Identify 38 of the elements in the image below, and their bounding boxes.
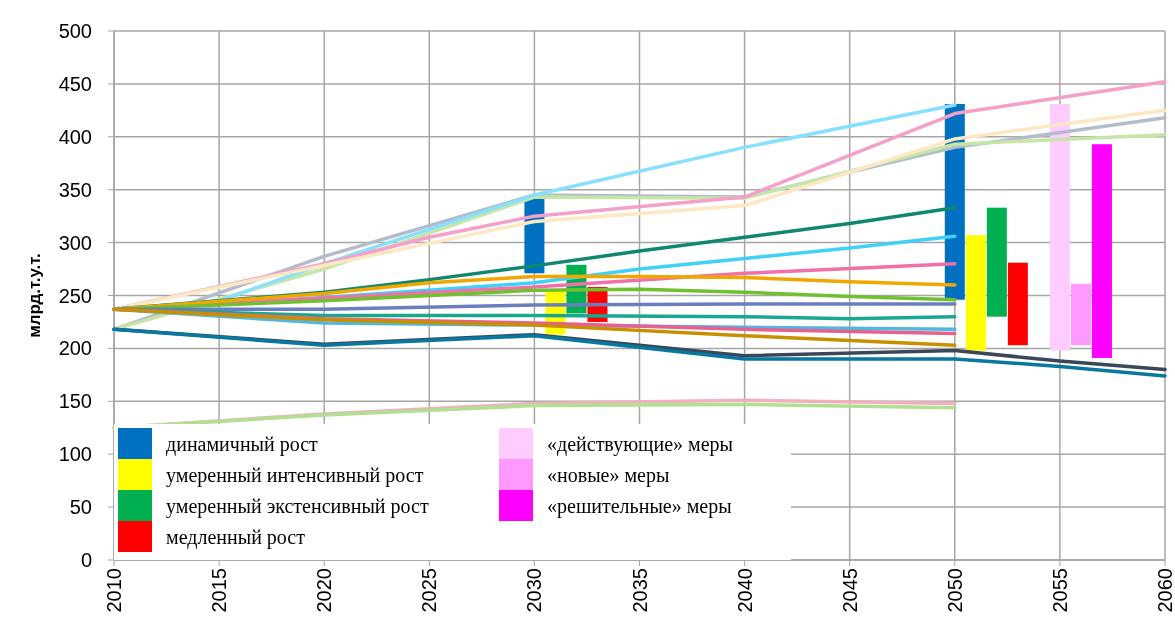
y-tick-label: 450: [58, 72, 92, 95]
x-tick-label: 2040: [733, 568, 756, 613]
x-tick-label: 2030: [523, 568, 546, 613]
bar: [1070, 283, 1091, 346]
x-tick-label: 2050: [943, 568, 966, 613]
y-tick-label: 400: [58, 125, 92, 148]
legend-label: «новые» меры: [547, 463, 670, 487]
x-tick-label: 2055: [1048, 568, 1071, 613]
x-tick-label: 2045: [838, 568, 861, 613]
y-axis-title: млрд.т.у.т.: [25, 253, 44, 338]
bar: [1007, 262, 1028, 346]
legend-label: медленный рост: [166, 525, 306, 549]
y-tick-label: 250: [58, 284, 92, 307]
y-tick-label: 0: [80, 549, 92, 571]
x-tick-label: 2025: [418, 568, 441, 613]
bar: [965, 235, 986, 351]
legend-label: «действующие» меры: [547, 432, 734, 456]
y-tick-label: 150: [58, 390, 92, 413]
x-tick-label: 2015: [208, 568, 231, 613]
bar: [986, 207, 1007, 317]
legend-label: умеренный экстенсивный рост: [166, 494, 429, 518]
x-tick-label: 2020: [313, 568, 336, 613]
y-tick-label: 300: [58, 231, 92, 254]
y-tick-label: 500: [58, 20, 92, 42]
legend-label: динамичный рост: [166, 432, 319, 456]
legend-label: умеренный интенсивный рост: [166, 463, 424, 487]
x-tick-label: 2035: [628, 568, 651, 613]
x-tick-label: 2060: [1154, 568, 1175, 613]
y-tick-label: 100: [58, 443, 92, 466]
y-tick-label: 200: [58, 337, 92, 360]
line-series: [112, 307, 957, 347]
y-tick-label: 50: [69, 496, 92, 519]
x-tick-label: 2010: [103, 568, 125, 613]
line-series: [112, 287, 957, 311]
bar: [1091, 144, 1112, 358]
legend-label: «решительные» меры: [547, 494, 732, 518]
y-tick-label: 350: [58, 178, 92, 201]
bar: [1049, 104, 1070, 351]
